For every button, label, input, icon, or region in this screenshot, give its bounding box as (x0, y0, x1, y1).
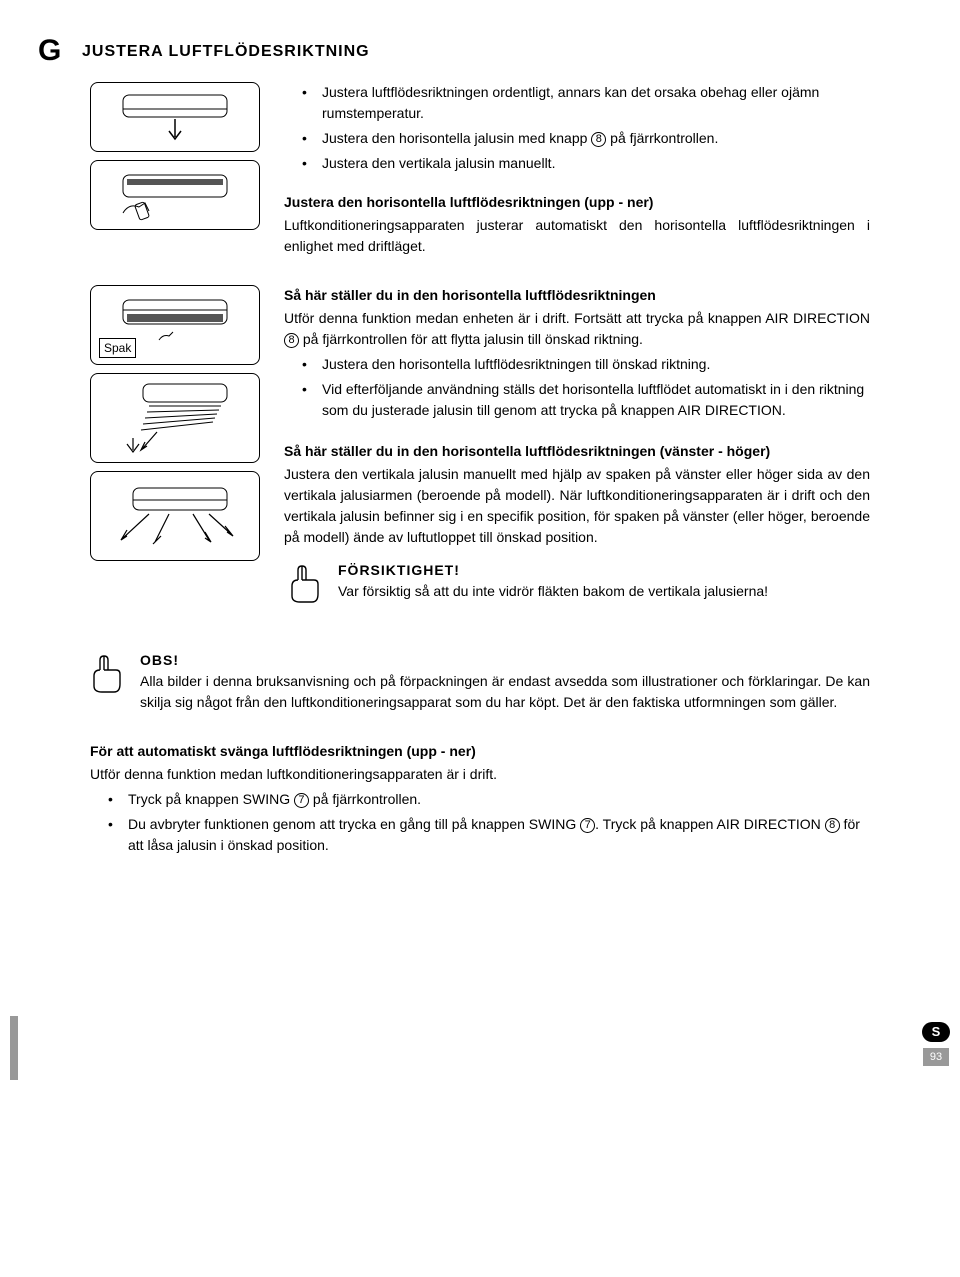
button-ref-7-icon: 7 (580, 818, 595, 833)
intro-bullet-1: Justera luftflödesriktningen ordentligt,… (284, 82, 870, 124)
hand-pointing-icon (86, 652, 126, 696)
intro-illustrations (90, 82, 260, 261)
vert-title: Så här ställer du in den horisontella lu… (284, 441, 870, 462)
caution-body: Var försiktig så att du inte vidrör fläk… (338, 581, 870, 602)
text: Justera den horisontella jalusin med kna… (322, 130, 591, 146)
auto-body: Luftkonditioneringsapparaten justerar au… (284, 215, 870, 257)
obs-body: Alla bilder i denna bruksanvisning och p… (140, 671, 870, 713)
text: Tryck på knappen SWING (128, 791, 294, 807)
button-ref-8-icon: 8 (284, 333, 299, 348)
detail-illustrations: Spak (90, 285, 260, 620)
text: Utför denna funktion medan enheten är i … (284, 310, 870, 326)
illustration-ac-spak: Spak (90, 285, 260, 365)
illustration-ac-louvers-stack (90, 373, 260, 463)
language-badge: S (922, 1022, 950, 1042)
swing-bullet-2: Du avbryter funktionen genom att trycka … (90, 814, 870, 856)
hand-pointing-icon (284, 562, 324, 606)
swing-lead: Utför denna funktion medan luftkondition… (90, 764, 870, 785)
intro-bullet-3: Justera den vertikala jalusin manuellt. (284, 153, 870, 174)
button-ref-7-icon: 7 (294, 793, 309, 808)
obs-title: OBS! (140, 650, 870, 671)
swing-bullet-1: Tryck på knappen SWING 7 på fjärrkontrol… (90, 789, 870, 810)
illustration-ac-airflow-sides (90, 471, 260, 561)
button-ref-8-icon: 8 (825, 818, 840, 833)
caution-box: FÖRSIKTIGHET! Var försiktig så att du in… (284, 560, 870, 606)
auto-title: Justera den horisontella luftflödesriktn… (284, 192, 870, 213)
text: på fjärrkontrollen. (309, 791, 421, 807)
side-decor-bar (10, 1016, 18, 1080)
page-footer: S 93 (922, 1022, 950, 1066)
horiz-bullet-2: Vid efterföljande användning ställs det … (284, 379, 870, 421)
section-letter: G (38, 28, 61, 73)
obs-text: OBS! Alla bilder i denna bruksanvisning … (140, 650, 870, 717)
page-number: 93 (923, 1048, 949, 1066)
button-ref-8-icon: 8 (591, 132, 606, 147)
vert-body: Justera den vertikala jalusin manuellt m… (284, 464, 870, 548)
illustration-ac-remote (90, 160, 260, 230)
caution-title: FÖRSIKTIGHET! (338, 560, 870, 581)
spak-label: Spak (99, 338, 136, 358)
text: . Tryck på knappen AIR DIRECTION (595, 816, 825, 832)
manual-page: G JUSTERA LUFTFLÖDESRIKTNING (0, 0, 960, 1080)
horiz-lead: Utför denna funktion medan enheten är i … (284, 308, 870, 350)
text: Du avbryter funktionen genom att trycka … (128, 816, 580, 832)
illustration-ac-down-arrow (90, 82, 260, 152)
swing-title: För att automatiskt svänga luftflödesrik… (90, 741, 870, 762)
intro-bullet-2: Justera den horisontella jalusin med kna… (284, 128, 870, 149)
intro-block: Justera luftflödesriktningen ordentligt,… (90, 82, 870, 261)
horiz-bullet-1: Justera den horisontella luftflödesriktn… (284, 354, 870, 375)
swing-section: För att automatiskt svänga luftflödesrik… (90, 741, 870, 856)
detail-text: Så här ställer du in den horisontella lu… (284, 285, 870, 620)
section-title: JUSTERA LUFTFLÖDESRIKTNING (82, 40, 870, 64)
obs-block: OBS! Alla bilder i denna bruksanvisning … (86, 650, 870, 717)
caution-text: FÖRSIKTIGHET! Var försiktig så att du in… (338, 560, 870, 602)
text: på fjärrkontrollen. (606, 130, 718, 146)
detail-block: Spak (90, 285, 870, 620)
horiz-title: Så här ställer du in den horisontella lu… (284, 285, 870, 306)
intro-text: Justera luftflödesriktningen ordentligt,… (284, 82, 870, 261)
text: på fjärrkontrollen för att flytta jalusi… (299, 331, 643, 347)
